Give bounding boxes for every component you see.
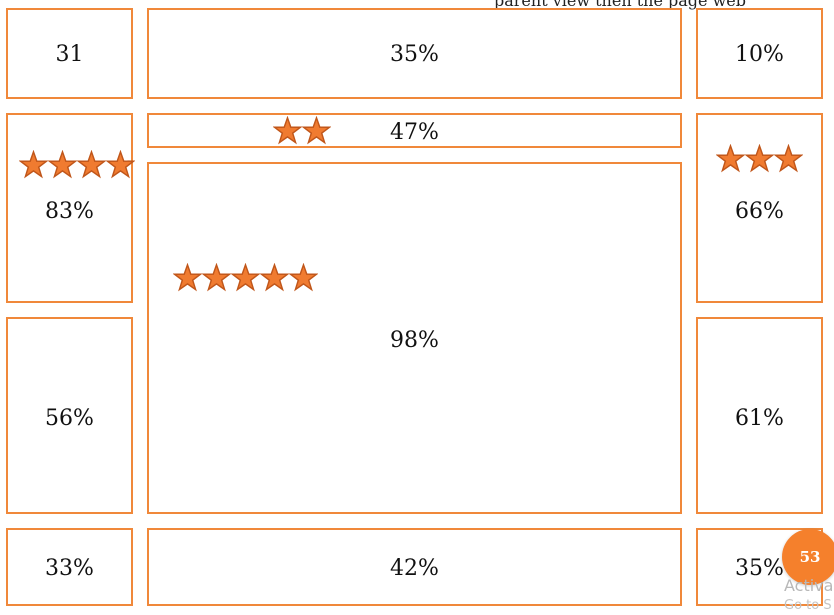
star-icon: [77, 150, 106, 179]
star-icon: [302, 116, 331, 145]
star-icon: [202, 263, 231, 292]
page-number-badge: 53: [782, 529, 834, 585]
star-rating-left: [19, 150, 135, 179]
star-icon: [289, 263, 318, 292]
cell-r3-left: 56%: [6, 317, 133, 514]
cell-r4-right-label: 35%: [735, 556, 784, 581]
cell-r4-center: 42%: [147, 528, 682, 606]
cell-r1-left: 31: [6, 8, 133, 99]
cell-r1-center: 35%: [147, 8, 682, 99]
cell-r3-right: 61%: [696, 317, 823, 514]
cell-r1-right: 10%: [696, 8, 823, 99]
cell-r3-right-label: 61%: [735, 406, 784, 431]
star-rating-right: [716, 144, 803, 173]
cell-r1-left-label: 31: [55, 42, 84, 67]
star-rating-big: [173, 263, 318, 292]
cell-r4-center-label: 42%: [390, 556, 439, 581]
star-icon: [260, 263, 289, 292]
cell-r3-left-label: 56%: [45, 406, 94, 431]
activation-watermark: Activa: [784, 576, 834, 595]
cell-big-center-label: 98%: [390, 328, 439, 353]
star-icon: [106, 150, 135, 179]
star-icon: [173, 263, 202, 292]
cell-r2-center-strip-label: 47%: [390, 120, 439, 145]
top-partial-text: parent view then the page web: [494, 0, 746, 10]
cell-r2-right-label: 66%: [735, 199, 784, 224]
cell-r2-left: 83%: [6, 113, 133, 303]
star-icon: [774, 144, 803, 173]
star-icon: [273, 116, 302, 145]
cell-r2-left-label: 83%: [45, 199, 94, 224]
star-icon: [231, 263, 260, 292]
star-icon: [19, 150, 48, 179]
star-rating-strip: [273, 116, 331, 145]
star-icon: [48, 150, 77, 179]
cell-r2-right: 66%: [696, 113, 823, 303]
cell-big-center: 98%: [147, 162, 682, 514]
cell-r2-center-strip: 47%: [147, 113, 682, 148]
cell-r4-left: 33%: [6, 528, 133, 606]
cell-r1-center-label: 35%: [390, 42, 439, 67]
cell-r1-right-label: 10%: [735, 42, 784, 67]
cell-r4-left-label: 33%: [45, 556, 94, 581]
activation-watermark-sub: Go to S: [784, 598, 832, 613]
star-icon: [716, 144, 745, 173]
star-icon: [745, 144, 774, 173]
